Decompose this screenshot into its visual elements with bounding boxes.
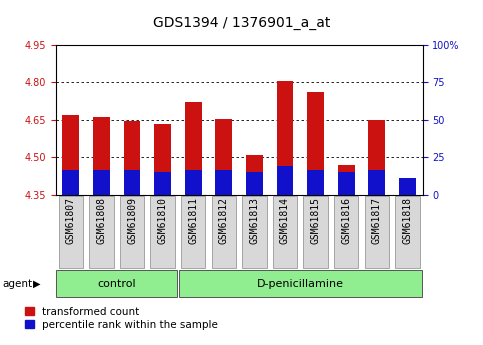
Bar bbox=[369, 120, 385, 195]
FancyBboxPatch shape bbox=[58, 196, 83, 268]
Bar bbox=[93, 117, 110, 195]
Bar bbox=[369, 170, 385, 174]
Bar bbox=[215, 119, 232, 195]
Bar bbox=[154, 124, 171, 195]
Bar bbox=[307, 92, 324, 195]
Bar bbox=[307, 172, 324, 195]
FancyBboxPatch shape bbox=[120, 196, 144, 268]
Bar bbox=[185, 171, 201, 174]
Bar bbox=[154, 172, 171, 175]
Bar bbox=[185, 102, 201, 195]
Bar bbox=[277, 167, 293, 169]
Bar bbox=[62, 172, 79, 195]
Bar bbox=[399, 180, 416, 195]
Bar bbox=[185, 102, 201, 195]
Bar bbox=[62, 170, 79, 174]
FancyBboxPatch shape bbox=[89, 196, 114, 268]
Bar bbox=[124, 121, 141, 195]
Bar bbox=[399, 179, 416, 181]
FancyBboxPatch shape bbox=[303, 196, 328, 268]
Bar bbox=[93, 117, 110, 195]
FancyBboxPatch shape bbox=[395, 196, 420, 268]
Bar bbox=[338, 165, 355, 195]
Text: GSM61811: GSM61811 bbox=[188, 197, 198, 244]
Bar bbox=[307, 170, 324, 174]
Bar bbox=[399, 190, 416, 195]
Bar bbox=[338, 165, 355, 195]
Text: GSM61807: GSM61807 bbox=[66, 197, 76, 244]
Bar bbox=[307, 92, 324, 195]
Bar bbox=[62, 115, 79, 195]
Bar bbox=[154, 124, 171, 195]
Bar bbox=[277, 168, 293, 195]
Bar bbox=[185, 172, 201, 195]
Text: GSM61818: GSM61818 bbox=[402, 197, 412, 244]
Text: GSM61817: GSM61817 bbox=[372, 197, 382, 244]
Text: GSM61814: GSM61814 bbox=[280, 197, 290, 244]
FancyBboxPatch shape bbox=[181, 196, 205, 268]
Bar bbox=[307, 171, 324, 174]
Bar bbox=[246, 155, 263, 195]
Bar bbox=[62, 171, 79, 174]
Bar bbox=[215, 119, 232, 195]
Bar bbox=[246, 174, 263, 195]
Bar bbox=[93, 171, 110, 174]
FancyBboxPatch shape bbox=[365, 196, 389, 268]
Text: D-penicillamine: D-penicillamine bbox=[257, 279, 344, 289]
Bar bbox=[154, 173, 171, 175]
Bar bbox=[277, 166, 293, 169]
Bar bbox=[124, 121, 141, 195]
FancyBboxPatch shape bbox=[150, 196, 175, 268]
FancyBboxPatch shape bbox=[242, 196, 267, 268]
Bar bbox=[369, 120, 385, 195]
Bar bbox=[154, 174, 171, 195]
Text: GSM61813: GSM61813 bbox=[249, 197, 259, 244]
Bar bbox=[277, 81, 293, 195]
Bar bbox=[93, 170, 110, 174]
Bar bbox=[246, 173, 263, 175]
Text: GSM61810: GSM61810 bbox=[157, 197, 168, 244]
Text: agent: agent bbox=[2, 279, 32, 289]
FancyBboxPatch shape bbox=[334, 196, 358, 268]
FancyBboxPatch shape bbox=[179, 270, 422, 297]
Legend: transformed count, percentile rank within the sample: transformed count, percentile rank withi… bbox=[25, 307, 218, 330]
Bar bbox=[338, 173, 355, 175]
Text: GSM61809: GSM61809 bbox=[127, 197, 137, 244]
Bar bbox=[93, 172, 110, 195]
Bar bbox=[215, 170, 232, 174]
Bar bbox=[399, 190, 416, 195]
Text: GSM61808: GSM61808 bbox=[97, 197, 106, 244]
Bar bbox=[369, 172, 385, 195]
Bar bbox=[399, 178, 416, 181]
Bar bbox=[369, 171, 385, 174]
Text: GSM61816: GSM61816 bbox=[341, 197, 351, 244]
Bar bbox=[246, 172, 263, 175]
Text: control: control bbox=[98, 279, 136, 289]
Bar bbox=[124, 170, 141, 174]
Bar bbox=[215, 172, 232, 195]
Bar bbox=[338, 174, 355, 195]
FancyBboxPatch shape bbox=[212, 196, 236, 268]
Bar bbox=[338, 172, 355, 175]
Bar bbox=[124, 171, 141, 174]
Bar bbox=[62, 115, 79, 195]
Bar bbox=[185, 170, 201, 174]
Bar bbox=[277, 81, 293, 195]
Text: ▶: ▶ bbox=[33, 279, 41, 289]
FancyBboxPatch shape bbox=[273, 196, 297, 268]
Bar bbox=[246, 155, 263, 195]
Bar bbox=[124, 172, 141, 195]
Text: GSM61812: GSM61812 bbox=[219, 197, 229, 244]
Bar bbox=[215, 171, 232, 174]
Text: GSM61815: GSM61815 bbox=[311, 197, 321, 244]
FancyBboxPatch shape bbox=[56, 270, 177, 297]
Text: GDS1394 / 1376901_a_at: GDS1394 / 1376901_a_at bbox=[153, 16, 330, 30]
